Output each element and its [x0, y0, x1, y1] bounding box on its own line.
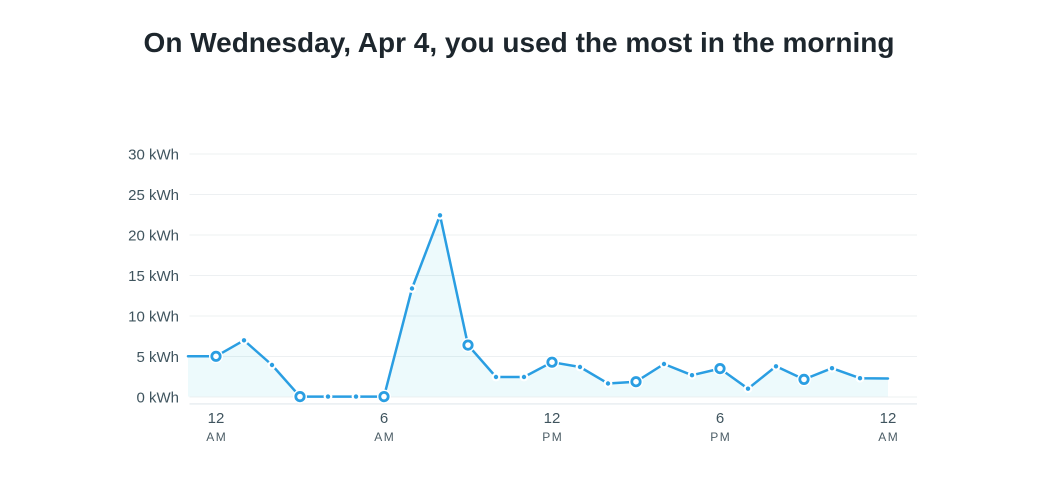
svg-text:PM: PM — [542, 430, 563, 444]
svg-text:PM: PM — [710, 430, 731, 444]
svg-text:20 kWh: 20 kWh — [128, 227, 179, 244]
svg-text:6: 6 — [380, 410, 388, 427]
svg-text:0 kWh: 0 kWh — [136, 389, 179, 406]
svg-text:25 kWh: 25 kWh — [128, 187, 179, 204]
svg-text:6: 6 — [716, 410, 724, 427]
svg-text:5 kWh: 5 kWh — [136, 349, 179, 366]
svg-text:12: 12 — [544, 410, 561, 427]
svg-text:AM: AM — [878, 430, 899, 444]
svg-text:10 kWh: 10 kWh — [128, 308, 179, 325]
svg-text:12: 12 — [208, 410, 225, 427]
svg-text:AM: AM — [374, 430, 395, 444]
svg-text:12: 12 — [880, 410, 897, 427]
svg-text:AM: AM — [206, 430, 227, 444]
svg-text:30 kWh: 30 kWh — [128, 146, 179, 163]
svg-text:15 kWh: 15 kWh — [128, 268, 179, 285]
